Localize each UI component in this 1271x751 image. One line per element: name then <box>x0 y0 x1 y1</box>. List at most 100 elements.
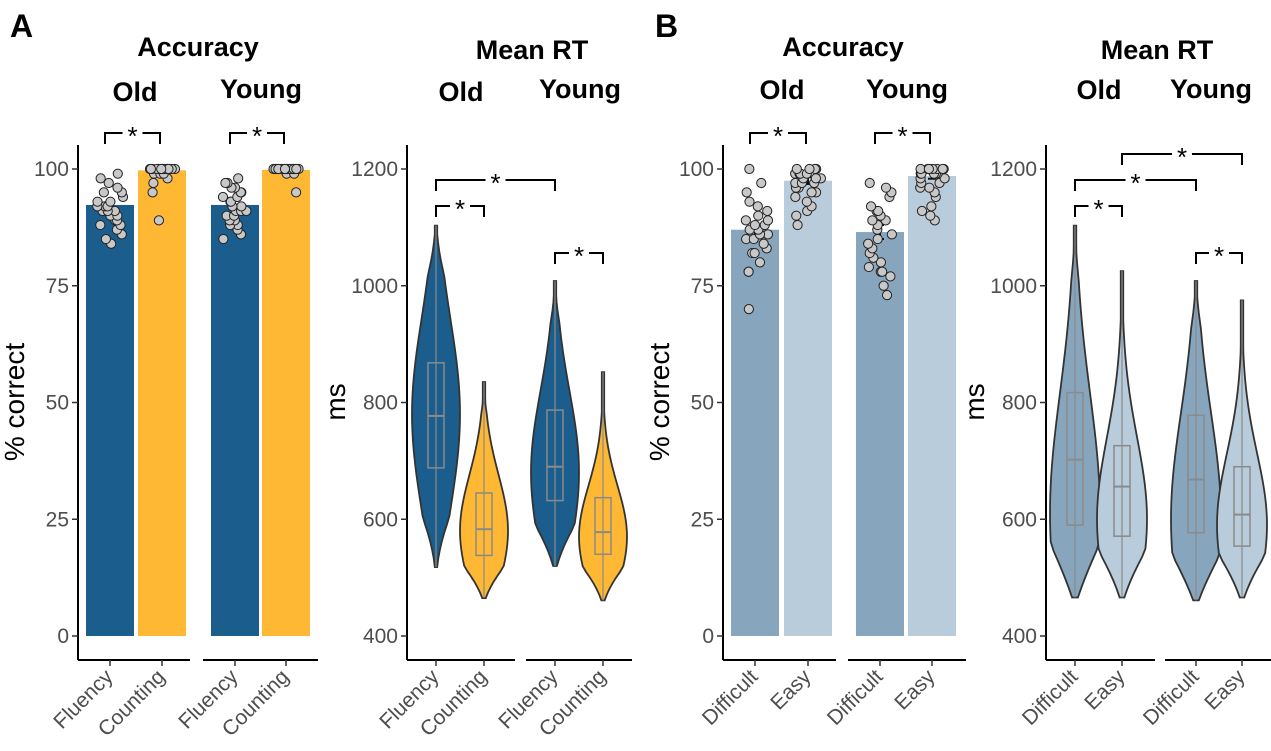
y-tick-label: 75 <box>691 275 714 298</box>
chart-title: Mean RT <box>476 35 589 65</box>
x-tick-label: Easy <box>890 665 940 715</box>
significance-bracket <box>1195 252 1243 264</box>
data-point <box>744 196 755 207</box>
box <box>594 496 612 556</box>
significance-star: * <box>455 194 465 224</box>
data-point <box>743 304 754 315</box>
data-point <box>756 177 767 189</box>
chart-title: Mean RT <box>1101 35 1214 65</box>
y-axis-label: ms <box>320 383 351 420</box>
data-point <box>916 205 928 217</box>
y-tick-label: 1200 <box>351 158 398 181</box>
significance-star: * <box>773 121 783 151</box>
significance-bracket <box>1121 153 1243 165</box>
data-point <box>878 280 889 291</box>
data-point <box>279 163 291 175</box>
box <box>1187 414 1205 534</box>
significance-star: * <box>1093 194 1103 224</box>
y-tick-label: 1000 <box>351 275 398 298</box>
significance-star: * <box>127 121 137 151</box>
x-tick-label: Difficult <box>698 665 763 730</box>
bar <box>731 229 779 636</box>
y-tick-label: 25 <box>691 508 714 531</box>
data-point <box>98 187 109 198</box>
data-point <box>791 210 802 221</box>
data-point <box>749 247 760 259</box>
data-point <box>790 191 801 203</box>
box <box>475 492 493 557</box>
panel-letter: B <box>655 8 678 44</box>
y-tick-label: 600 <box>363 508 398 531</box>
data-point <box>749 219 761 231</box>
significance-star: * <box>1130 168 1140 198</box>
chart-B-violin: Mean RT40060080010001200msOldDifficultEa… <box>959 35 1271 730</box>
x-tick-label: Easy <box>1200 665 1250 715</box>
data-point <box>885 271 896 282</box>
data-point <box>105 196 116 207</box>
bar <box>262 169 310 636</box>
x-tick-label: Difficult <box>1139 665 1204 730</box>
chart-A-violin: Mean RT40060080010001200msOldFluencyCoun… <box>320 35 632 741</box>
x-tick-label: Difficult <box>823 665 888 730</box>
data-point <box>762 205 773 217</box>
facet-label: Young <box>220 74 302 104</box>
y-axis-label: ms <box>959 383 990 420</box>
facet-label: Young <box>1170 74 1252 104</box>
data-point <box>792 219 803 231</box>
facet-label: Young <box>866 74 948 104</box>
y-axis-label: % correct <box>0 343 30 461</box>
data-point <box>865 201 877 212</box>
bar <box>908 176 956 636</box>
facet-label: Old <box>1077 75 1122 105</box>
y-tick-label: 1200 <box>990 158 1037 181</box>
chart-title: Accuracy <box>782 32 904 62</box>
facet-label: Old <box>439 77 484 107</box>
y-tick-label: 25 <box>46 508 69 531</box>
data-point <box>806 187 817 198</box>
data-point <box>740 215 751 226</box>
data-point <box>762 215 774 226</box>
data-point <box>810 173 821 184</box>
x-tick-label: Easy <box>1080 665 1130 715</box>
panel-letter: A <box>10 8 33 44</box>
data-point <box>744 163 755 175</box>
facet-label: Old <box>113 77 158 107</box>
data-point <box>863 261 874 273</box>
data-point <box>873 205 884 217</box>
y-tick-label: 400 <box>363 625 398 648</box>
data-point <box>753 210 764 221</box>
chart-B-bar: B Accuracy 0 25 50 75 100 % correct Old Difficult… <box>644 8 966 730</box>
data-point <box>103 177 114 189</box>
significance-bracket <box>749 132 807 144</box>
data-point <box>867 215 878 226</box>
chart-title: Accuracy <box>137 32 259 62</box>
data-point <box>153 215 165 226</box>
data-point <box>881 289 893 301</box>
significance-bracket <box>104 132 161 144</box>
significance-star: * <box>252 121 262 151</box>
significance-bracket <box>435 179 556 191</box>
y-tick-label: 50 <box>691 392 714 415</box>
data-point <box>741 187 752 198</box>
data-point <box>925 210 936 221</box>
box <box>1233 465 1251 547</box>
significance-bracket <box>1074 205 1123 217</box>
y-tick-label: 100 <box>34 158 69 181</box>
box <box>1113 444 1131 537</box>
y-tick-label: 1000 <box>990 275 1037 298</box>
data-point <box>291 187 302 198</box>
y-tick-label: 75 <box>46 275 69 298</box>
bar <box>784 180 832 637</box>
data-point <box>217 191 229 203</box>
significance-star: * <box>490 168 500 198</box>
data-point <box>804 163 815 175</box>
data-point <box>875 257 887 268</box>
significance-star: * <box>1177 142 1187 172</box>
data-point <box>872 233 883 245</box>
data-point <box>886 229 897 240</box>
y-tick-label: 100 <box>679 158 714 181</box>
data-point <box>148 177 159 189</box>
data-point <box>218 233 229 245</box>
